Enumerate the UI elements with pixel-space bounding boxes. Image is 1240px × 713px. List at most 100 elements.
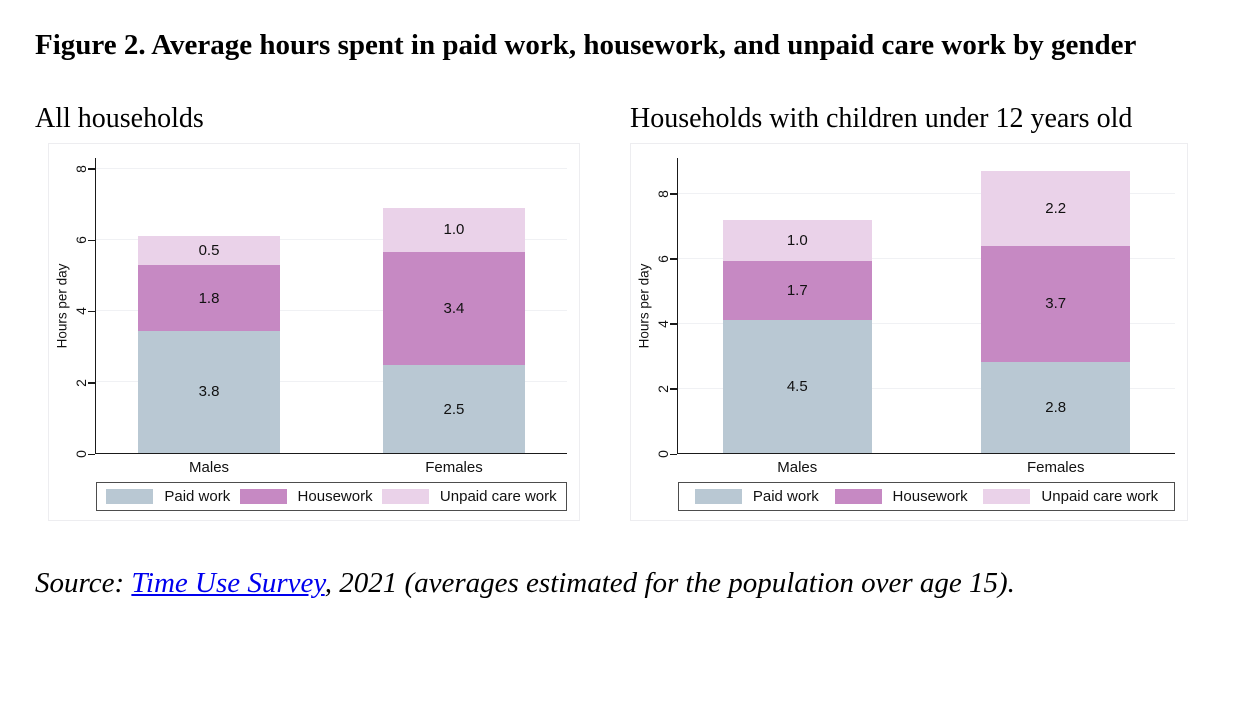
legend-item-housework: Housework (239, 488, 373, 505)
segment-value-label: 1.0 (443, 221, 465, 239)
y-tick-label: 6 (655, 254, 672, 263)
segment-value-label: 3.4 (443, 300, 465, 318)
x-axis-labels: Males Females (678, 454, 1175, 479)
x-category-label: Females (425, 459, 483, 476)
legend-item-paid-work: Paid work (106, 488, 230, 505)
segment-housework: 3.4 (383, 251, 525, 366)
y-tick-mark (670, 193, 677, 195)
x-category-label: Females (1026, 459, 1085, 476)
legend-swatch (983, 489, 1031, 504)
bar-males: 1.0 1.7 4.5 (722, 219, 872, 453)
legend: Paid work Housework Unpaid care work (678, 482, 1175, 511)
gridline (96, 239, 567, 241)
y-axis-title: Hours per day (53, 158, 71, 454)
y-tick-label: 0 (73, 450, 90, 458)
chart-subtitle-households-with-children: Households with children under 12 years … (630, 103, 1133, 134)
legend-swatch (694, 489, 742, 504)
y-tick-label: 2 (655, 385, 672, 393)
y-tick-label: 4 (73, 307, 90, 316)
bar-females: 1.0 3.4 2.5 (383, 207, 525, 453)
y-tick-mark (670, 388, 677, 390)
source-prefix: Source: (35, 567, 132, 599)
segment-unpaid-care-work: 1.0 (383, 207, 525, 252)
panel-households-with-children: Households with children under 12 years … (630, 100, 1190, 521)
legend-label: Unpaid care work (1041, 488, 1159, 505)
segment-value-label: 1.7 (786, 282, 808, 299)
y-tick-mark (670, 323, 677, 325)
y-axis-ticks: 0 2 4 6 8 (71, 158, 95, 458)
gridline (678, 322, 1175, 324)
segment-value-label: 2.8 (1045, 398, 1067, 416)
source-link[interactable]: Time Use Survey (131, 567, 325, 599)
legend-item-unpaid-care-work: Unpaid care work (983, 488, 1158, 505)
legend-swatch (239, 489, 287, 504)
y-tick-label: 2 (73, 378, 90, 387)
gridline (96, 381, 567, 383)
segment-housework: 3.7 (981, 245, 1131, 362)
y-tick-label: 8 (73, 164, 90, 173)
y-axis-title: Hours per day (635, 158, 653, 454)
y-tick-mark (88, 382, 95, 384)
y-tick-mark (670, 453, 677, 455)
legend-swatch (834, 489, 882, 504)
segment-unpaid-care-work: 1.0 (722, 219, 872, 261)
segment-value-label: 2.5 (443, 400, 465, 418)
y-tick-mark (670, 258, 677, 260)
y-tick-mark (88, 239, 95, 242)
x-category-label: Males (777, 459, 818, 476)
source-suffix: , 2021 (averages estimated for the popul… (324, 567, 1015, 599)
gridline (678, 258, 1175, 259)
chart-all-households: Hours per day 0 2 4 6 8 0.5 1.8 3.8 1.0 3.4 2.5 M… (48, 143, 580, 521)
gridline (96, 168, 567, 170)
chart-subtitle-all-households: All households (35, 103, 204, 134)
segment-value-label: 1.0 (786, 231, 808, 249)
gridline (678, 387, 1175, 389)
legend-label: Housework (297, 488, 373, 505)
segment-value-label: 4.5 (786, 378, 808, 396)
y-axis-ticks: 0 2 4 6 8 (653, 158, 677, 458)
y-tick-label: 4 (655, 319, 672, 328)
legend-item-housework: Housework (834, 488, 968, 505)
legend-label: Paid work (752, 488, 819, 505)
segment-paid-work: 4.5 (722, 320, 872, 453)
legend-item-paid-work: Paid work (694, 488, 819, 505)
legend-label: Unpaid care work (439, 488, 557, 505)
legend-item-unpaid-care-work: Unpaid care work (381, 488, 557, 505)
y-tick-mark (88, 453, 95, 455)
gridline (96, 310, 567, 312)
y-tick-label: 0 (655, 450, 672, 458)
y-tick-mark (88, 168, 95, 170)
legend-label: Paid work (164, 488, 231, 505)
segment-paid-work: 3.8 (138, 330, 280, 453)
segment-paid-work: 2.5 (383, 365, 525, 453)
segment-housework: 1.7 (722, 260, 872, 321)
segment-value-label: 1.8 (198, 289, 220, 307)
plot-area: 0.5 1.8 3.8 1.0 3.4 2.5 (95, 158, 567, 454)
segment-housework: 1.8 (138, 265, 280, 331)
plot-row: Hours per day 0 2 4 6 8 1.0 1.7 4.5 2.2 3.7 2.8 (635, 158, 1175, 458)
segment-value-label: 2.2 (1045, 199, 1067, 217)
legend-swatch (381, 489, 429, 504)
legend-label: Housework (892, 488, 968, 505)
y-axis-title-text: Hours per day (54, 263, 70, 349)
segment-paid-work: 2.8 (981, 361, 1131, 453)
legend: Paid work Housework Unpaid care work (96, 482, 567, 511)
x-category-label: Males (189, 459, 230, 476)
segment-value-label: 3.8 (198, 383, 220, 401)
gridline (678, 193, 1175, 195)
y-tick-mark (88, 310, 95, 313)
segment-value-label: 3.7 (1045, 295, 1067, 313)
panel-all-households: All households Hours per day 0 2 4 6 8 0.5 1.… (35, 100, 580, 521)
legend-swatch (106, 489, 154, 504)
chart-households-with-children: Hours per day 0 2 4 6 8 1.0 1.7 4.5 2.2 3.7 2.8 M… (630, 143, 1188, 521)
y-axis-title-text: Hours per day (636, 263, 652, 349)
figure-title: Figure 2. Average hours spent in paid wo… (35, 29, 1137, 61)
x-axis-labels: Males Females (96, 454, 567, 479)
segment-unpaid-care-work: 2.2 (981, 170, 1131, 246)
plot-row: Hours per day 0 2 4 6 8 0.5 1.8 3.8 1.0 3.4 2.5 (53, 158, 567, 458)
segment-value-label: 0.5 (198, 242, 220, 260)
source-line: Source: Time Use Survey, 2021 (averages … (35, 567, 1210, 600)
bar-females: 2.2 3.7 2.8 (981, 170, 1131, 453)
y-tick-label: 6 (73, 236, 90, 244)
